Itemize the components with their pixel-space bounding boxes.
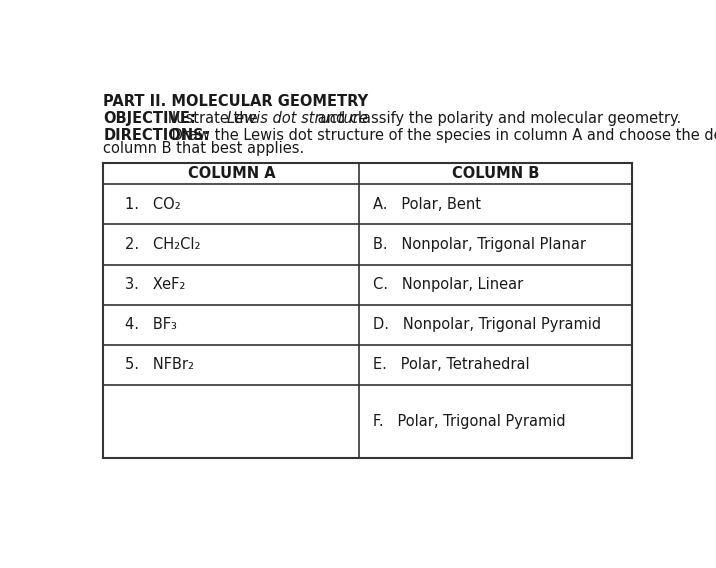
- Text: 5.   NFBr₂: 5. NFBr₂: [125, 357, 194, 372]
- Text: COLUMN B: COLUMN B: [452, 166, 539, 181]
- Text: and classify the polarity and molecular geometry.: and classify the polarity and molecular …: [313, 111, 681, 126]
- Text: DIRECTIONS:: DIRECTIONS:: [103, 128, 210, 143]
- Text: D.   Nonpolar, Trigonal Pyramid: D. Nonpolar, Trigonal Pyramid: [373, 317, 601, 332]
- Text: A.   Polar, Bent: A. Polar, Bent: [373, 197, 481, 212]
- Text: 1.   CO₂: 1. CO₂: [125, 197, 181, 212]
- Text: 4.   BF₃: 4. BF₃: [125, 317, 177, 332]
- Text: column B that best applies.: column B that best applies.: [103, 141, 305, 156]
- Text: COLUMN A: COLUMN A: [188, 166, 275, 181]
- Text: Illustrate the: Illustrate the: [159, 111, 263, 126]
- Text: C.   Nonpolar, Linear: C. Nonpolar, Linear: [373, 277, 523, 292]
- Text: E.   Polar, Tetrahedral: E. Polar, Tetrahedral: [373, 357, 530, 372]
- Text: 3.   XeF₂: 3. XeF₂: [125, 277, 185, 292]
- Text: PART II. MOLECULAR GEOMETRY: PART II. MOLECULAR GEOMETRY: [103, 94, 369, 108]
- Text: B.   Nonpolar, Trigonal Planar: B. Nonpolar, Trigonal Planar: [373, 237, 586, 252]
- Text: Lewis dot structure: Lewis dot structure: [228, 111, 368, 126]
- Text: OBJECTIVE:: OBJECTIVE:: [103, 111, 196, 126]
- Text: F.   Polar, Trigonal Pyramid: F. Polar, Trigonal Pyramid: [373, 414, 566, 429]
- Text: Draw the Lewis dot structure of the species in column A and choose the descripti: Draw the Lewis dot structure of the spec…: [167, 128, 716, 143]
- Text: 2.   CH₂Cl₂: 2. CH₂Cl₂: [125, 237, 200, 252]
